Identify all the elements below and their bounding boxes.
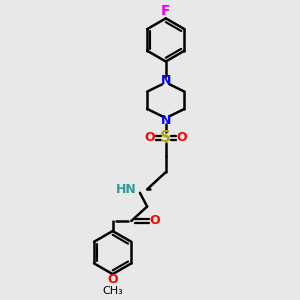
Text: CH₃: CH₃ <box>102 286 123 296</box>
Text: N: N <box>160 74 171 87</box>
Text: S: S <box>160 130 171 145</box>
Text: HN: HN <box>116 183 137 196</box>
Text: O: O <box>107 272 118 286</box>
Text: F: F <box>161 4 171 18</box>
Text: O: O <box>176 131 187 144</box>
Text: N: N <box>160 114 171 127</box>
Text: O: O <box>149 214 160 227</box>
Text: O: O <box>145 131 155 144</box>
